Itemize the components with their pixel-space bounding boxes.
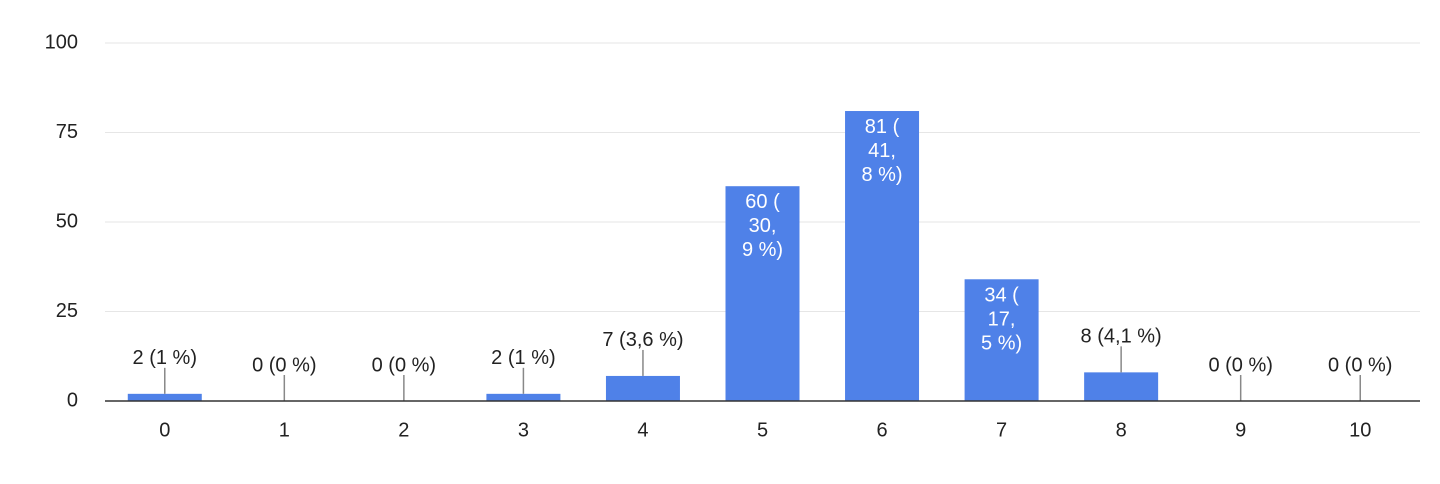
y-tick-label: 0 — [67, 389, 78, 411]
value-label-line: 81 ( — [865, 116, 900, 138]
x-tick-label: 3 — [518, 419, 529, 441]
value-label: 34 (17, 5 %) — [981, 285, 1022, 355]
y-tick-label: 100 — [45, 31, 78, 53]
value-label-line: 17, — [988, 309, 1016, 331]
x-tick-label: 1 — [279, 419, 290, 441]
x-tick-label: 4 — [637, 419, 648, 441]
value-label: 60 (30, 9 %) — [742, 191, 783, 261]
x-tick-label: 10 — [1349, 419, 1371, 441]
y-tick-label: 50 — [56, 210, 78, 232]
value-label-line: 60 ( — [745, 191, 780, 213]
bar — [486, 393, 561, 401]
x-tick-label: 6 — [876, 419, 887, 441]
value-label-line: 34 ( — [984, 285, 1019, 307]
bar — [127, 393, 202, 401]
value-label: 8 (4,1 %) — [1081, 326, 1162, 348]
value-label-line: 8 %) — [861, 164, 902, 186]
bar — [725, 186, 800, 401]
value-label: 2 (1 %) — [491, 347, 555, 369]
value-label: 0 (0 %) — [252, 354, 316, 376]
bar — [605, 375, 680, 401]
value-label: 81 (41, 8 %) — [861, 116, 902, 186]
value-label-line: 9 %) — [742, 239, 783, 261]
x-tick-label: 2 — [398, 419, 409, 441]
value-label-line: 30, — [749, 215, 777, 237]
bar — [1084, 372, 1159, 401]
y-tick-label: 25 — [56, 300, 78, 322]
value-label: 0 (0 %) — [372, 354, 436, 376]
bar — [845, 111, 920, 402]
value-label-line: 41, — [868, 140, 896, 162]
x-tick-label: 7 — [996, 419, 1007, 441]
value-label-line: 5 %) — [981, 333, 1022, 355]
y-tick-label: 75 — [56, 121, 78, 143]
value-label: 2 (1 %) — [133, 347, 197, 369]
value-label: 0 (0 %) — [1208, 354, 1272, 376]
value-label: 0 (0 %) — [1328, 354, 1392, 376]
x-tick-label: 9 — [1235, 419, 1246, 441]
x-tick-label: 0 — [159, 419, 170, 441]
value-label: 7 (3,6 %) — [602, 329, 683, 351]
x-tick-label: 5 — [757, 419, 768, 441]
x-tick-label: 8 — [1116, 419, 1127, 441]
bar — [964, 279, 1039, 401]
